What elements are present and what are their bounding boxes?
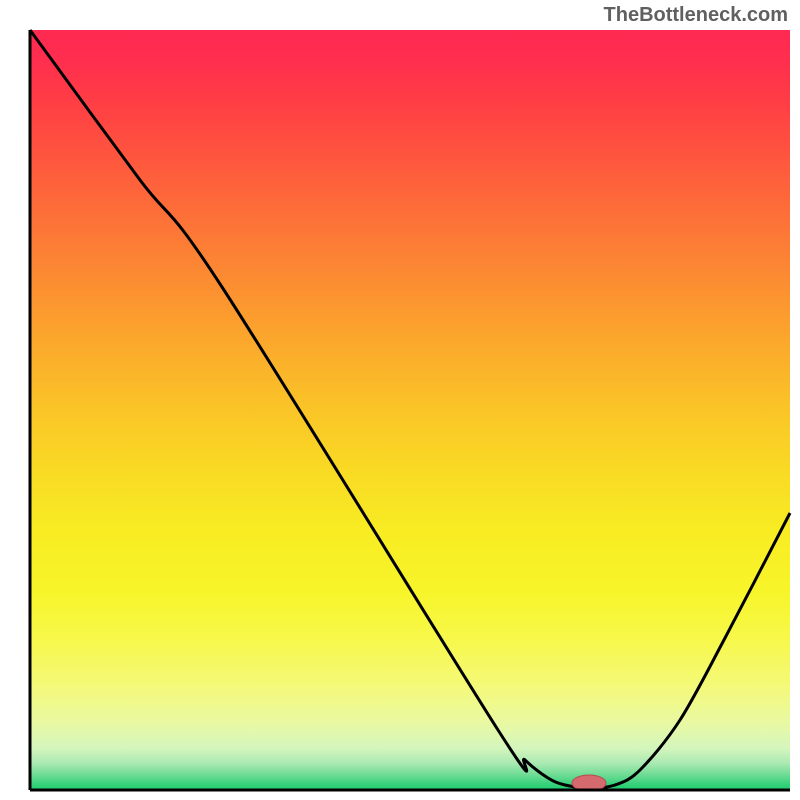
- chart-svg: [0, 0, 800, 800]
- bottleneck-chart: TheBottleneck.com: [0, 0, 800, 800]
- watermark-text: TheBottleneck.com: [604, 4, 788, 27]
- plot-background: [30, 30, 790, 790]
